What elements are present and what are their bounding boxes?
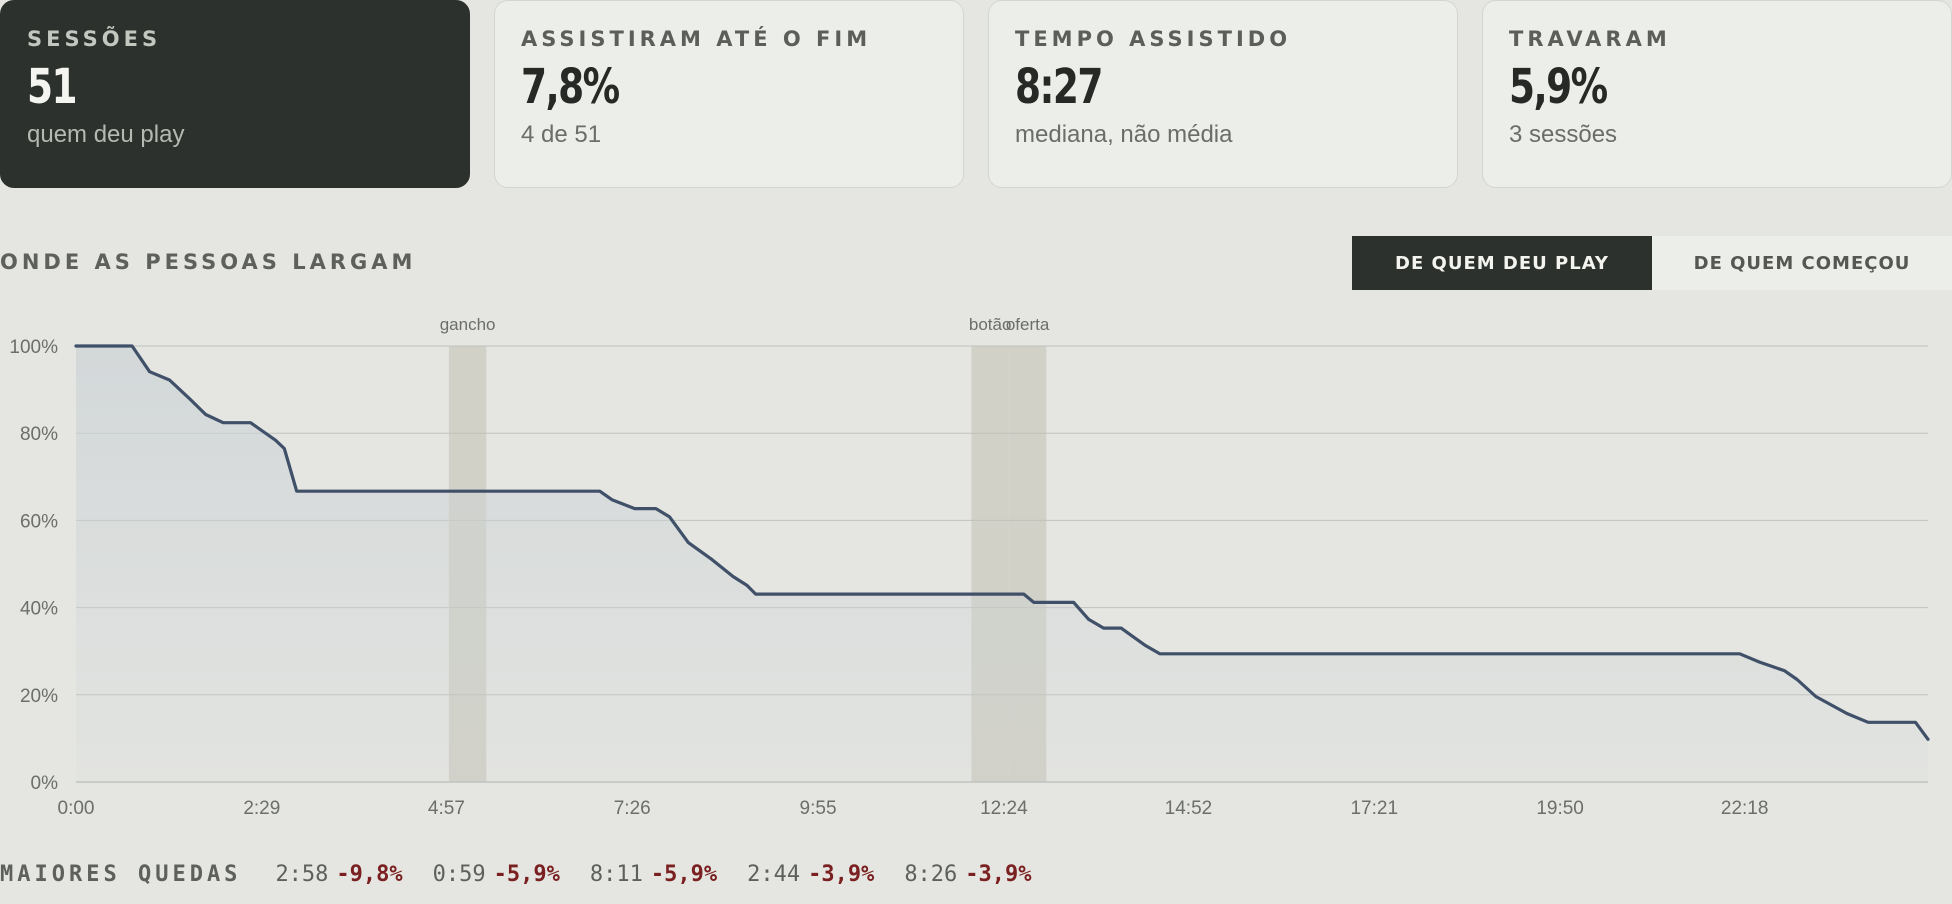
y-tick-label: 20% [20, 686, 58, 707]
drop-value: -9,8% [336, 862, 403, 887]
band-label: oferta [1006, 315, 1050, 334]
stat-label: TEMPO ASSISTIDO [1015, 27, 1292, 51]
y-tick-label: 100% [9, 337, 58, 358]
drop-time: 0:59 [432, 862, 486, 887]
stat-label: SESSÕES [27, 27, 162, 51]
drop-time: 8:11 [589, 862, 643, 887]
x-tick-label: 12:24 [980, 798, 1028, 819]
toggle-from-start-button[interactable]: DE QUEM COMEÇOU [1652, 236, 1952, 290]
stat-card-watch-time: TEMPO ASSISTIDO 8:27 mediana, não média [988, 0, 1458, 188]
stat-card-completed: ASSISTIRAM ATÉ O FIM 7,8% 4 de 51 [494, 0, 964, 188]
x-tick-label: 22:18 [1721, 798, 1769, 819]
x-tick-label: 17:21 [1350, 798, 1398, 819]
section-title: ONDE AS PESSOAS LARGAM [0, 250, 417, 274]
retention-chart: 100% 80% 60% 40% 20% 0% 0:00 2:29 4:57 7:26 9:55 12… [9, 315, 1930, 819]
stat-card-stalled: TRAVARAM 5,9% 3 sessões [1482, 0, 1952, 188]
stat-sub: 4 de 51 [521, 121, 602, 148]
stat-value: 51 [27, 59, 78, 115]
x-tick-label: 0:00 [58, 798, 95, 819]
stat-card-sessions: SESSÕES 51 quem deu play [0, 0, 470, 188]
drop-item: 0:59 -5,9% [433, 862, 560, 887]
x-tick-label: 14:52 [1165, 798, 1213, 819]
drop-time: 2:58 [275, 862, 329, 887]
stat-cards: SESSÕES 51 quem deu play ASSISTIRAM ATÉ … [0, 0, 1952, 188]
stat-sub: quem deu play [27, 121, 185, 148]
drops-label: MAIORES QUEDAS [0, 862, 242, 887]
drop-time: 2:44 [747, 862, 801, 887]
stat-value: 7,8% [521, 59, 620, 115]
stat-label: ASSISTIRAM ATÉ O FIM [521, 27, 872, 51]
drop-value: -3,9% [965, 862, 1032, 887]
biggest-drops: MAIORES QUEDAS 2:58 -9,8% 0:59 -5,9% 8:11-… [0, 862, 1062, 887]
stat-value: 8:27 [1015, 59, 1103, 115]
stat-sub: mediana, não média [1015, 121, 1233, 148]
drop-item: 8:26 -3,9% [904, 862, 1031, 887]
retention-area [76, 346, 1928, 782]
x-tick-label: 9:55 [800, 798, 837, 819]
y-tick-label: 0% [31, 773, 59, 794]
drop-value: -5,9% [650, 862, 718, 887]
band-label: gancho [440, 315, 496, 334]
x-tick-label: 7:26 [614, 798, 651, 819]
y-tick-label: 40% [20, 599, 58, 620]
y-tick-label: 60% [20, 511, 58, 532]
drop-item: 8:11 -5,9% [590, 862, 717, 887]
stat-label: TRAVARAM [1509, 27, 1671, 51]
x-tick-label: 4:57 [428, 798, 465, 819]
band-label: botão [969, 315, 1012, 334]
x-tick-label: 19:50 [1536, 798, 1584, 819]
drop-time: 8:26 [904, 862, 958, 887]
stat-value: 5,9% [1509, 59, 1608, 115]
toggle-from-play-button[interactable]: DE QUEM DEU PLAY [1352, 236, 1652, 290]
drop-item: 2:44 -3,9% [747, 862, 874, 887]
drop-value: -3,9% [808, 862, 875, 887]
y-tick-label: 80% [20, 424, 58, 445]
x-tick-label: 2:29 [243, 798, 280, 819]
stat-sub: 3 sessões [1509, 121, 1618, 148]
drop-item: 2:58 -9,8% [275, 862, 402, 887]
retention-line [74, 344, 1930, 741]
audience-toggle: DE QUEM DEU PLAY DE QUEM COMEÇOU [1352, 236, 1952, 290]
drop-value: -5,9% [493, 862, 560, 887]
